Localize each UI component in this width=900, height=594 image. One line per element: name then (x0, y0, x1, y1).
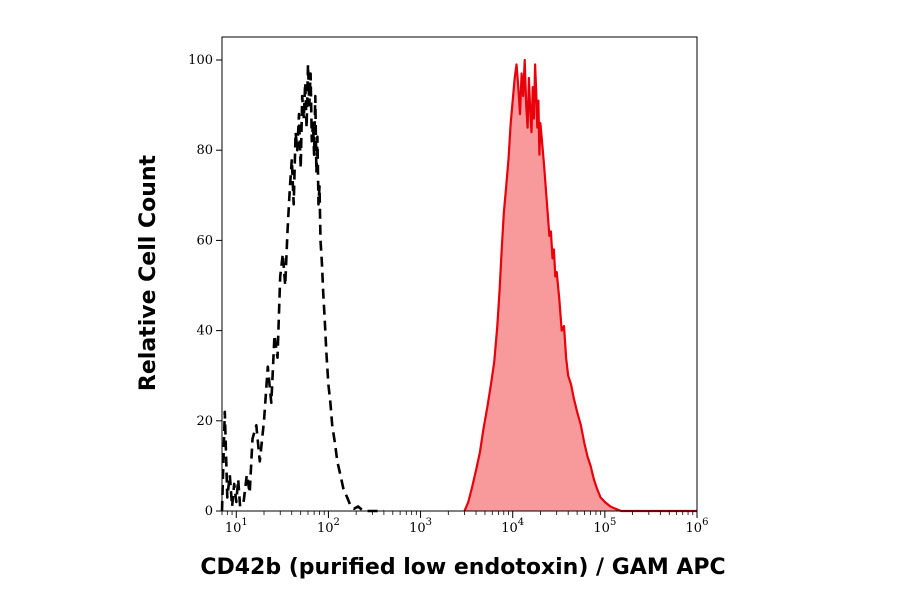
x-axis: 101 102 103 104 105 106 (221, 511, 709, 536)
plot-frame (221, 36, 698, 512)
y-tick-label: 80 (196, 143, 213, 158)
y-tick-label: 100 (188, 53, 213, 68)
series-1-outline (463, 58, 697, 513)
x-tick-label: 102 (317, 517, 340, 536)
x-tick-label: 101 (225, 517, 248, 536)
y-axis-title: Relative Cell Count (136, 154, 161, 391)
series-1-fill (464, 60, 697, 511)
y-axis: 0 20 40 60 80 100 (188, 53, 222, 519)
x-tick-label: 104 (501, 517, 524, 536)
x-tick-label: 106 (686, 517, 709, 536)
x-axis-title: CD42b (purified low endotoxin) / GAM APC (200, 555, 725, 580)
series-0-line (220, 63, 384, 513)
plot-marks (220, 58, 697, 513)
x-tick-label: 103 (409, 517, 432, 536)
y-tick-label: 0 (205, 504, 213, 519)
y-tick-label: 60 (196, 233, 213, 248)
y-tick-label: 20 (196, 414, 213, 429)
x-tick-label: 105 (593, 517, 616, 536)
y-tick-label: 40 (196, 324, 213, 339)
